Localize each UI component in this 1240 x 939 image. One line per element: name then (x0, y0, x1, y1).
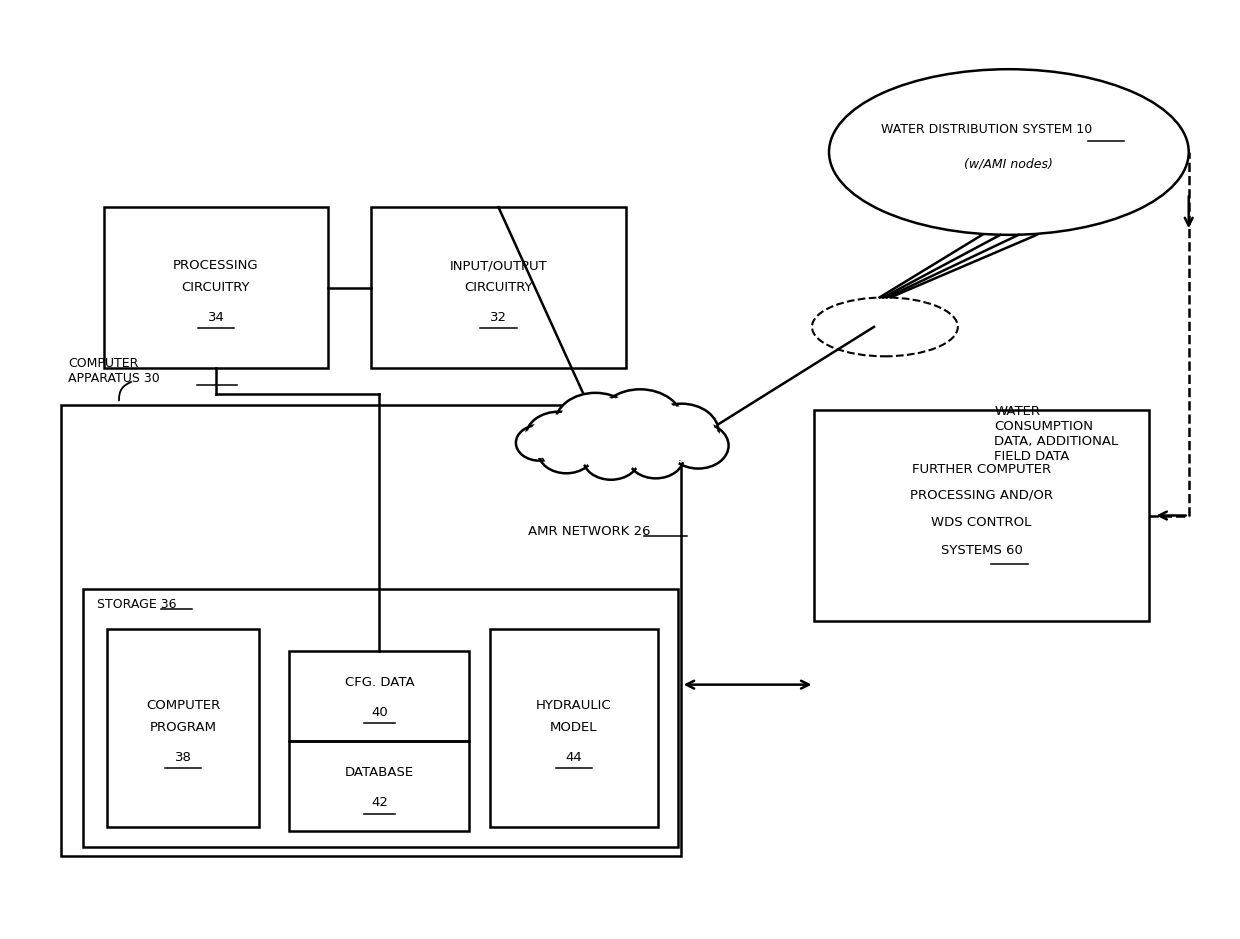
Text: 42: 42 (371, 796, 388, 809)
Text: WDS CONTROL: WDS CONTROL (931, 516, 1032, 530)
Circle shape (627, 436, 684, 478)
Bar (490, 629, 657, 826)
Text: PROCESSING AND/OR: PROCESSING AND/OR (910, 489, 1053, 501)
Circle shape (543, 434, 590, 470)
Circle shape (632, 439, 680, 475)
Text: CIRCUITRY: CIRCUITRY (464, 282, 533, 294)
Circle shape (538, 431, 594, 473)
Circle shape (559, 396, 631, 451)
Text: (w/AMI nodes): (w/AMI nodes) (965, 158, 1053, 171)
Text: STORAGE 36: STORAGE 36 (98, 598, 177, 611)
Text: FURTHER COMPUTER: FURTHER COMPUTER (911, 463, 1052, 476)
Text: INPUT/OUTPUT: INPUT/OUTPUT (450, 259, 547, 272)
Circle shape (601, 393, 678, 451)
Circle shape (531, 415, 587, 457)
Text: PROCESSING: PROCESSING (174, 259, 259, 272)
Text: PROGRAM: PROGRAM (150, 721, 217, 734)
Text: SYSTEMS 60: SYSTEMS 60 (941, 544, 1023, 557)
Circle shape (521, 428, 558, 457)
Circle shape (526, 411, 591, 461)
Text: COMPUTER: COMPUTER (146, 699, 221, 712)
Text: MODEL: MODEL (551, 721, 598, 734)
Circle shape (588, 440, 635, 476)
Bar (83, 589, 678, 847)
Bar (371, 208, 626, 368)
Text: 44: 44 (565, 750, 583, 763)
Bar (61, 405, 681, 856)
Text: 40: 40 (371, 706, 388, 719)
Text: WATER
CONSUMPTION
DATA, ADDITIONAL
FIELD DATA: WATER CONSUMPTION DATA, ADDITIONAL FIELD… (994, 405, 1118, 463)
Text: 38: 38 (175, 750, 191, 763)
Circle shape (645, 404, 719, 460)
Text: DATABASE: DATABASE (345, 765, 414, 778)
Circle shape (672, 426, 724, 465)
Text: COMPUTER
APPARATUS 30: COMPUTER APPARATUS 30 (68, 357, 160, 385)
Bar (815, 409, 1148, 622)
Bar (103, 208, 329, 368)
Circle shape (668, 423, 729, 469)
Text: 34: 34 (207, 311, 224, 324)
Text: 32: 32 (490, 311, 507, 324)
Text: AMR NETWORK 26: AMR NETWORK 26 (528, 525, 651, 538)
Bar (289, 741, 469, 831)
Circle shape (556, 393, 636, 454)
Bar (289, 651, 469, 741)
Circle shape (598, 390, 683, 454)
Text: WATER DISTRIBUTION SYSTEM 10: WATER DISTRIBUTION SYSTEM 10 (882, 122, 1092, 135)
Text: CFG. DATA: CFG. DATA (345, 675, 414, 688)
Text: CIRCUITRY: CIRCUITRY (182, 282, 250, 294)
Circle shape (583, 438, 639, 480)
Bar (107, 629, 259, 826)
Text: HYDRAULIC: HYDRAULIC (536, 699, 611, 712)
Circle shape (516, 425, 563, 461)
Circle shape (649, 408, 714, 456)
